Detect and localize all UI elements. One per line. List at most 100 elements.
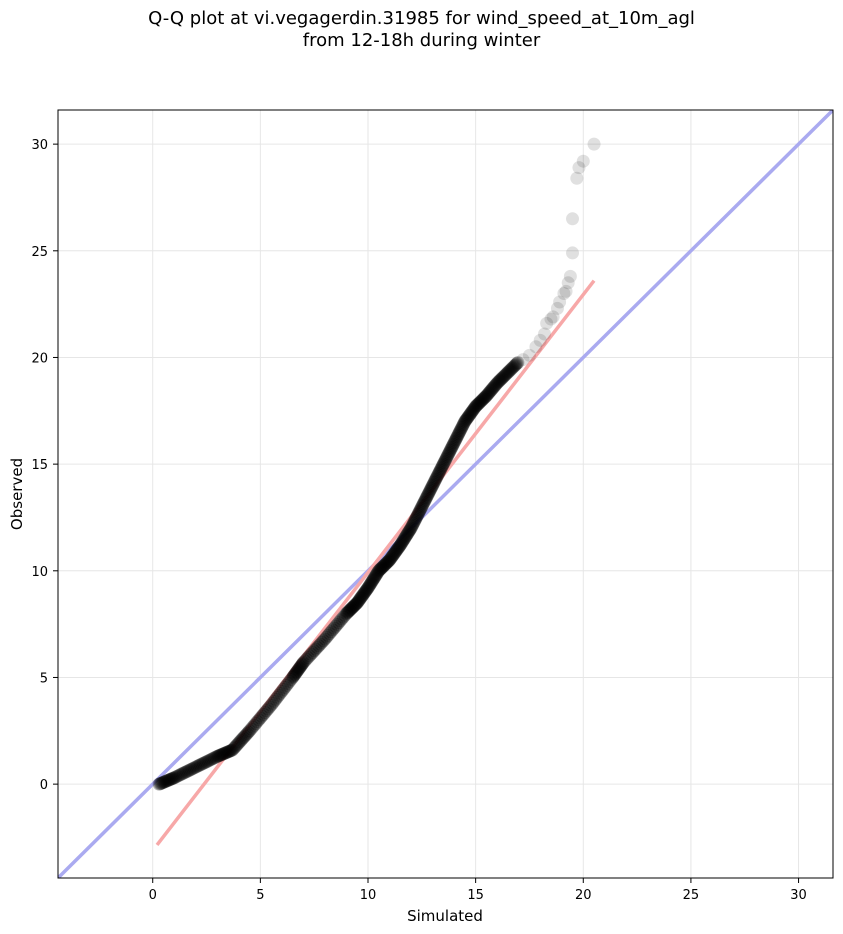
qq-point <box>390 542 404 556</box>
qq-point <box>189 760 203 774</box>
qq-point <box>292 662 306 676</box>
qq-tail-point <box>559 284 573 298</box>
x-tick-label: 5 <box>256 888 264 903</box>
qq-point <box>167 771 181 785</box>
fit-line <box>155 279 596 847</box>
plot-frame <box>57 109 834 879</box>
qq-point <box>438 454 452 468</box>
qq-point <box>476 392 490 406</box>
qq-point <box>354 590 368 604</box>
qq-point <box>192 759 206 773</box>
qq-point <box>203 753 217 767</box>
qq-point <box>295 658 309 672</box>
qq-point <box>435 460 449 474</box>
y-tick-label: 25 <box>31 245 48 260</box>
qq-point <box>173 768 187 782</box>
qq-point <box>446 437 460 451</box>
qq-point <box>452 425 466 439</box>
qq-point <box>290 664 304 678</box>
qq-point <box>316 634 330 648</box>
qq-point <box>379 556 393 570</box>
qq-point <box>420 489 434 503</box>
qq-point <box>355 589 369 603</box>
qq-point <box>377 558 391 572</box>
qq-point <box>478 390 492 404</box>
qq-point <box>315 635 329 649</box>
qq-point <box>373 562 387 576</box>
qq-point <box>498 368 512 382</box>
qq-point <box>474 394 488 408</box>
qq-point <box>461 410 475 424</box>
qq-point <box>475 393 489 407</box>
qq-point <box>383 553 397 567</box>
axis-ticks: 0 5 10 15 20 25 30 0 5 10 15 20 25 30 <box>31 138 806 903</box>
qq-point <box>509 358 523 372</box>
qq-tail-point <box>566 246 580 260</box>
qq-point <box>479 390 493 404</box>
qq-tail-point <box>544 312 558 326</box>
qq-tail-point <box>561 276 575 290</box>
qq-point <box>301 651 315 665</box>
qq-point <box>318 632 332 646</box>
qq-point <box>345 601 359 615</box>
qq-point <box>486 382 500 396</box>
qq-point <box>492 375 506 389</box>
qq-point <box>484 383 498 397</box>
qq-tail-point <box>576 154 590 168</box>
qq-point <box>437 456 451 470</box>
qq-point <box>456 419 470 433</box>
qq-point <box>298 654 312 668</box>
qq-point <box>164 772 178 786</box>
qq-point <box>200 755 214 769</box>
qq-point <box>384 551 398 565</box>
qq-point <box>284 672 298 686</box>
qq-point <box>364 576 378 590</box>
qq-point <box>351 595 365 609</box>
qq-point <box>214 748 228 762</box>
qq-point <box>410 509 424 523</box>
qq-point <box>348 598 362 612</box>
qq-point <box>401 526 415 540</box>
qq-point <box>170 769 184 783</box>
qq-point <box>353 593 367 607</box>
qq-point <box>198 755 212 769</box>
qq-point <box>326 623 340 637</box>
qq-point <box>338 608 352 622</box>
qq-point <box>183 763 197 777</box>
qq-point <box>496 371 510 385</box>
qq-point <box>403 524 417 538</box>
qq-point <box>195 757 209 771</box>
qq-point <box>253 711 267 725</box>
qq-point <box>230 738 244 752</box>
qq-point <box>250 715 264 729</box>
qq-point <box>186 762 200 776</box>
qq-point <box>358 585 372 599</box>
qq-point <box>313 637 327 651</box>
qq-point <box>450 430 464 444</box>
x-tick-label: 15 <box>467 888 484 903</box>
qq-point <box>493 373 507 387</box>
qq-point <box>459 413 473 427</box>
qq-point <box>321 628 335 642</box>
qq-point <box>465 405 479 419</box>
qq-point <box>224 743 238 757</box>
qq-point <box>249 716 263 730</box>
qq-tail-point <box>563 269 577 283</box>
qq-point <box>178 765 192 779</box>
qq-point <box>502 364 516 378</box>
qq-point <box>455 421 469 435</box>
qq-point <box>422 486 436 500</box>
qq-point <box>162 773 176 787</box>
qq-point <box>495 371 509 385</box>
qq-point <box>363 578 377 592</box>
qq-point <box>396 533 410 547</box>
qq-tail-point <box>557 286 571 300</box>
qq-point <box>383 552 397 566</box>
qq-point <box>175 767 189 781</box>
qq-point <box>247 718 261 732</box>
qq-point <box>452 427 466 441</box>
qq-point <box>505 362 519 376</box>
qq-point <box>359 583 373 597</box>
qq-point <box>419 492 433 506</box>
qq-point <box>280 678 294 692</box>
